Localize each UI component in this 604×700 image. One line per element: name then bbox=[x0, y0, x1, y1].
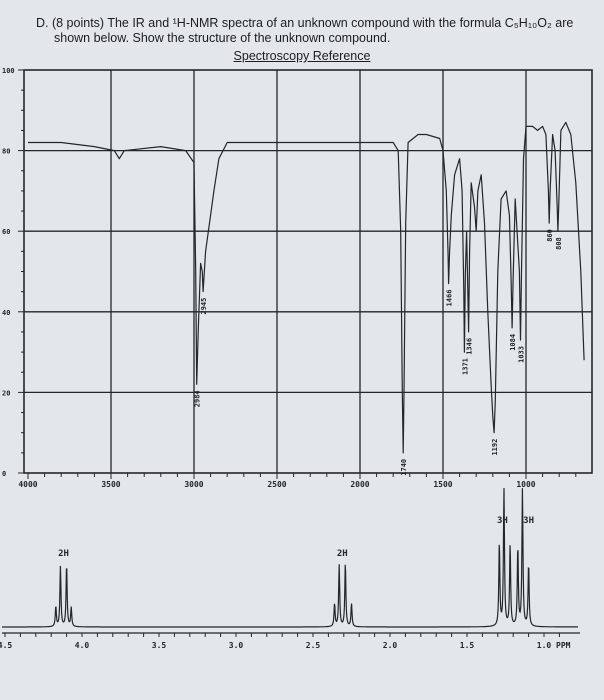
ir-y-tick-label: 20 bbox=[2, 389, 10, 397]
ir-peak-label: 1033 bbox=[518, 346, 526, 363]
nmr-x-tick-label: 3.0 bbox=[229, 641, 244, 650]
question-line-2: shown below. Show the structure of the u… bbox=[54, 31, 391, 45]
ir-x-tick-label: 3000 bbox=[184, 480, 203, 489]
ir-y-tick-label: 40 bbox=[2, 309, 10, 317]
ir-x-tick-label: 3500 bbox=[101, 480, 120, 489]
nmr-integration-label: 3H bbox=[523, 516, 534, 526]
ir-y-tick-label: 80 bbox=[2, 148, 10, 156]
ir-y-tick-label: 100 bbox=[2, 67, 15, 75]
question-line-1: D. (8 points) The IR and ¹H-NMR spectra … bbox=[36, 16, 574, 30]
ir-x-tick-label: 1000 bbox=[516, 480, 535, 489]
ir-x-tick-label: 2500 bbox=[267, 480, 286, 489]
nmr-spectrum-line bbox=[2, 487, 578, 628]
ir-peak-label: 808 bbox=[555, 237, 563, 250]
ir-y-tick-label: 0 bbox=[2, 470, 6, 478]
ir-y-tick-label: 60 bbox=[2, 228, 10, 236]
ir-peak-label: 1371 bbox=[461, 358, 469, 375]
nmr-x-tick-label: 2.0 bbox=[383, 641, 398, 650]
ir-peak-label: 860 bbox=[546, 229, 554, 242]
ir-peak-label: 1740 bbox=[400, 459, 408, 476]
ir-peak-label: 1466 bbox=[446, 290, 454, 307]
ir-peak-label: 1084 bbox=[509, 334, 517, 351]
ir-x-tick-label: 1500 bbox=[433, 480, 452, 489]
ir-plot-frame bbox=[23, 69, 593, 474]
ir-peak-label: 1192 bbox=[491, 439, 499, 456]
nmr-x-axis-label: PPM bbox=[556, 641, 571, 650]
nmr-x-tick-label: 4.5 bbox=[0, 641, 12, 650]
question-text: D. (8 points) The IR and ¹H-NMR spectra … bbox=[36, 16, 596, 46]
nmr-x-tick-label: 2.5 bbox=[306, 641, 321, 650]
spectroscopy-reference-link[interactable]: Spectroscopy Reference bbox=[233, 49, 371, 63]
nmr-x-tick-label: 4.0 bbox=[75, 641, 90, 650]
nmr-x-tick-label: 1.5 bbox=[460, 641, 475, 650]
ir-peak-label: 1346 bbox=[466, 338, 474, 355]
ir-x-tick-label: 2000 bbox=[350, 480, 369, 489]
nmr-integration-label: 2H bbox=[58, 549, 69, 559]
ir-x-tick-label: 4000 bbox=[18, 480, 37, 489]
ir-spectrum: 4000 3500 3000 2500 2000 1500 1000 100 80 60 40 20 0… bbox=[2, 67, 593, 489]
nmr-spectrum: 4.5 4.0 3.5 3.0 2.5 2.0 1.5 1.0 PPM 2H 2H 3H 3H bbox=[0, 487, 580, 650]
nmr-integration-label: 2H bbox=[337, 549, 348, 559]
nmr-x-tick-label: 1.0 bbox=[537, 641, 552, 650]
ir-spectrum-line bbox=[28, 121, 585, 454]
nmr-x-tick-label: 3.5 bbox=[152, 641, 167, 650]
ir-peak-label: 2984 bbox=[194, 390, 202, 407]
nmr-integration-label: 3H bbox=[497, 516, 508, 526]
ir-peak-label: 2945 bbox=[200, 298, 208, 315]
